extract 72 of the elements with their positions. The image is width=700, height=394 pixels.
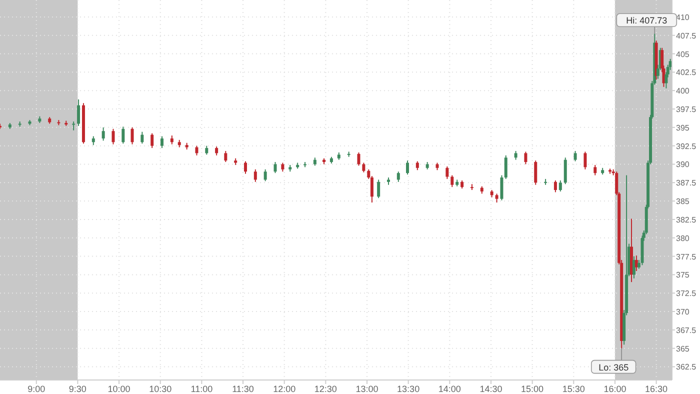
candlestick <box>396 171 400 182</box>
y-tick-label: 410 <box>676 12 690 22</box>
candlestick <box>534 160 538 186</box>
candlestick <box>102 126 105 142</box>
y-tick-label: 390 <box>676 160 690 170</box>
x-tick-label: 9:30 <box>68 384 86 394</box>
y-tick-label: 367.5 <box>676 326 697 335</box>
x-tick-label: 9:00 <box>28 384 46 394</box>
x-tick-label: 12:00 <box>273 384 296 394</box>
x-tick-label: 12:30 <box>314 384 337 394</box>
candlestick <box>574 150 577 162</box>
y-tick-label: 372.5 <box>676 289 697 298</box>
candlestick <box>150 132 154 149</box>
x-tick-label: 10:30 <box>149 384 172 394</box>
y-tick-label: 377.5 <box>676 252 697 262</box>
x-tick-label: 14:30 <box>480 384 502 394</box>
candlestick <box>446 166 449 180</box>
candlestick <box>244 160 247 174</box>
y-tick-label: 405 <box>676 50 690 59</box>
candlestick <box>377 179 380 199</box>
y-tick-label: 407.5 <box>676 31 697 40</box>
y-tick-label: 380 <box>676 234 690 243</box>
candlestick <box>130 126 134 145</box>
x-tick-label: 15:00 <box>521 384 544 394</box>
y-tick-label: 392.5 <box>676 142 697 151</box>
candlestick <box>160 136 164 149</box>
candlestick <box>362 162 366 173</box>
y-tick-label: 402.5 <box>676 68 697 78</box>
candlestick <box>634 255 638 272</box>
candlestick <box>406 160 409 176</box>
y-tick-label: 400 <box>676 86 690 96</box>
x-tick-label: 11:00 <box>190 384 213 394</box>
y-tick-label: 385 <box>676 197 690 206</box>
y-tick-label: 397.5 <box>676 104 697 114</box>
candlestick <box>357 152 360 166</box>
y-tick-label: 365 <box>676 344 690 354</box>
annotation: Hi: 407.73 <box>626 16 668 26</box>
candlestick <box>77 98 80 126</box>
candlestick <box>500 174 504 201</box>
candlestick <box>140 131 144 144</box>
candlestick <box>558 180 562 192</box>
candlestick <box>72 121 76 131</box>
x-tick-label: 13:00 <box>356 384 378 394</box>
candlestick <box>195 145 198 156</box>
y-tick-label: 395 <box>676 123 690 132</box>
candlestick <box>112 128 115 145</box>
y-tick-label: 370 <box>676 308 690 317</box>
candlestick <box>450 174 454 188</box>
candlestick <box>584 151 587 170</box>
candlestick <box>504 154 508 180</box>
x-tick-label: 13:30 <box>397 384 420 394</box>
candlestick <box>632 256 636 279</box>
candlestick <box>594 164 597 176</box>
annotation: Lo: 365 <box>598 362 629 372</box>
candlestick <box>224 150 228 163</box>
x-tick-label: 14:00 <box>438 384 461 394</box>
x-tick-label: 16:00 <box>604 384 626 394</box>
x-tick-label: 11:30 <box>232 384 254 394</box>
x-tick-label: 16:30 <box>645 384 668 394</box>
candlestick <box>274 162 277 174</box>
candlestick <box>554 180 557 193</box>
candlestick <box>254 168 257 182</box>
candlestick <box>264 168 267 182</box>
candlestick <box>524 151 528 165</box>
y-tick-label: 362.5 <box>676 362 697 372</box>
candlestick <box>122 126 125 144</box>
candlestick <box>564 157 567 185</box>
y-tick-label: 382.5 <box>676 215 697 224</box>
y-tick-label: 387.5 <box>676 178 697 188</box>
x-tick-label: 15:30 <box>562 384 585 394</box>
y-tick-label: 375 <box>676 270 690 280</box>
x-tick-label: 10:00 <box>108 384 130 394</box>
